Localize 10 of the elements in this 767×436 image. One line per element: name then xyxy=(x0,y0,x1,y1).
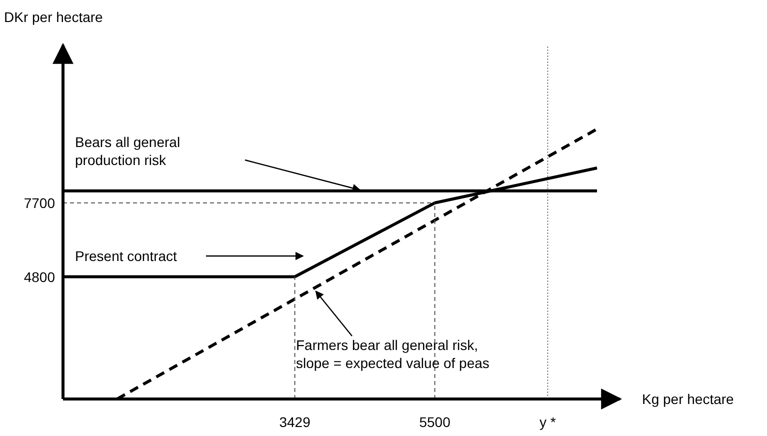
y-tick-label: 4800 xyxy=(24,268,56,285)
x-tick-label: 3429 xyxy=(279,414,311,430)
y-axis-title: DKr per hectare xyxy=(4,9,104,25)
annotation: Farmers bear all general risk, slope = expected value of peas xyxy=(296,337,490,371)
y-tick-label: 7700 xyxy=(24,194,56,211)
annotation: Bears all general production risk xyxy=(75,134,180,168)
x-tick-label: 5500 xyxy=(419,414,451,430)
x-axis-title: Kg per hectare xyxy=(642,391,734,407)
x-tick-label: y * xyxy=(540,414,556,430)
annotation: Present contract xyxy=(75,248,178,264)
